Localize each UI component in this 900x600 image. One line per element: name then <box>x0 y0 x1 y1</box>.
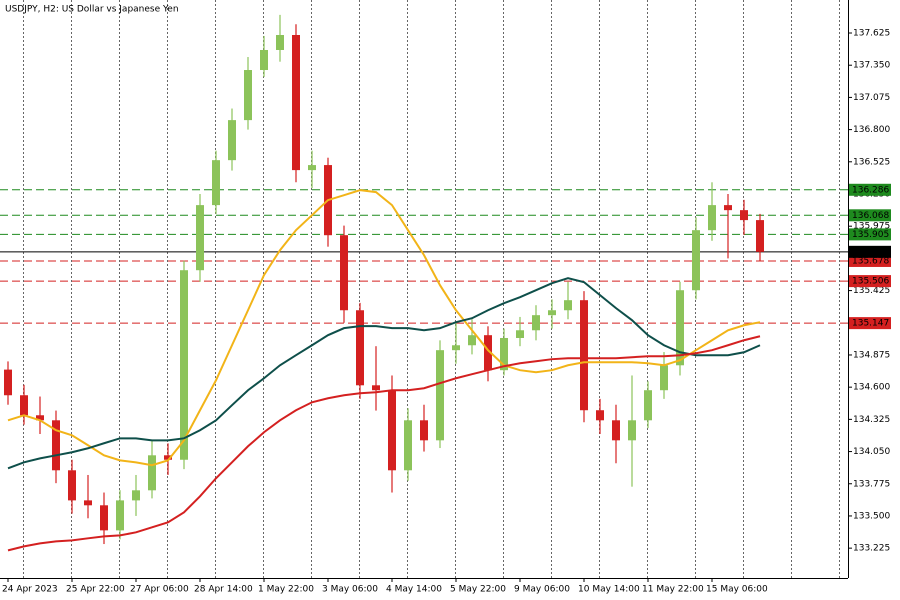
y-tick-label: 137.350 <box>853 61 890 71</box>
candle-body <box>564 300 572 311</box>
x-tick-label: 10 May 14:00 <box>578 585 640 595</box>
y-tick-label: 134.600 <box>853 383 890 393</box>
candle-body <box>644 390 652 421</box>
candle-body <box>52 420 60 471</box>
candle-body <box>244 70 252 121</box>
candle-body <box>500 337 508 371</box>
price-level-tag <box>849 183 891 196</box>
candle-body <box>292 35 300 171</box>
moving-average <box>7 277 761 470</box>
price-level-label: 135.678 <box>852 256 889 266</box>
candle-body <box>260 49 268 71</box>
x-tick-label: 15 May 06:00 <box>706 585 768 595</box>
x-tick-label: 28 Apr 14:00 <box>194 585 253 595</box>
candle-body <box>756 220 764 252</box>
x-tick-label: 11 May 22:00 <box>642 585 704 595</box>
candle-body <box>180 270 188 460</box>
x-tick-label: 25 Apr 22:00 <box>66 585 125 595</box>
candle-body <box>228 120 236 161</box>
candle-body <box>100 505 108 531</box>
x-tick-label: 3 May 06:00 <box>322 585 378 595</box>
candle-body <box>708 205 716 231</box>
candle-body <box>340 235 348 311</box>
price-level-label: 136.286 <box>852 185 889 195</box>
price-level-tag <box>849 275 891 288</box>
price-level-label: 136.068 <box>852 211 889 221</box>
candle-body <box>276 35 284 50</box>
candle-body <box>372 385 380 391</box>
price-level-tag <box>849 245 891 258</box>
candle-body <box>132 490 140 501</box>
candle-body <box>420 420 428 441</box>
candle-body <box>660 365 668 391</box>
candle-body <box>468 335 476 346</box>
candle-body <box>452 345 460 351</box>
price-level-label: 135.756 <box>852 247 889 257</box>
y-tick-label: 137.625 <box>853 29 890 39</box>
candle-body <box>388 390 396 471</box>
candle-body <box>612 420 620 441</box>
price-level-label: 135.506 <box>852 277 889 287</box>
candle-body <box>628 420 636 441</box>
candle-body <box>356 310 364 386</box>
candle-body <box>148 455 156 491</box>
candle-body <box>676 290 684 366</box>
y-tick-label: 135.975 <box>853 222 890 232</box>
candle-body <box>516 330 524 338</box>
candle-body <box>532 315 540 331</box>
candle-body <box>212 160 220 206</box>
price-level-tag <box>849 254 891 267</box>
candle-body <box>36 415 44 421</box>
y-tick-label: 135.425 <box>853 286 890 296</box>
y-tick-label: 136.525 <box>853 157 890 167</box>
chart-title: USDJPY, H2: US Dollar vs Japanese Yen <box>5 5 179 15</box>
x-tick-label: 5 May 22:00 <box>450 585 506 595</box>
candle-body <box>68 470 76 501</box>
y-tick-label: 134.325 <box>853 415 890 425</box>
candle-body <box>436 350 444 441</box>
x-tick-label: 1 May 22:00 <box>258 585 314 595</box>
x-tick-label: 9 May 06:00 <box>514 585 570 595</box>
candle-body <box>116 500 124 531</box>
candle-body <box>740 210 748 221</box>
price-level-tag <box>849 209 891 222</box>
price-level-label: 135.905 <box>852 230 889 240</box>
y-tick-label: 133.775 <box>853 479 890 489</box>
candle-body <box>196 205 204 271</box>
x-tick-label: 27 Apr 06:00 <box>130 585 189 595</box>
candle-body <box>84 500 92 506</box>
candle-body <box>308 165 316 171</box>
candle-body <box>548 310 556 316</box>
candle-body <box>596 410 604 421</box>
candle-body <box>580 300 588 411</box>
candle-body <box>724 205 732 211</box>
x-tick-label: 4 May 14:00 <box>386 585 442 595</box>
price-level-tag <box>849 228 891 241</box>
candle-body <box>20 395 28 416</box>
y-tick-label: 134.050 <box>853 447 890 457</box>
moving-average <box>7 335 761 552</box>
y-tick-label: 133.500 <box>853 511 890 521</box>
moving-average <box>7 189 761 467</box>
y-tick-label: 134.875 <box>853 350 890 360</box>
candle-body <box>404 420 412 471</box>
y-tick-label: 133.225 <box>853 544 890 554</box>
candle-body <box>164 455 172 460</box>
candle-body <box>692 230 700 291</box>
candle-body <box>484 335 492 371</box>
price-level-label: 135.147 <box>852 319 889 329</box>
x-tick-label: 24 Apr 2023 <box>2 585 58 595</box>
price-level-tag <box>849 317 891 330</box>
y-tick-label: 136.800 <box>853 125 890 135</box>
candle-body <box>4 369 12 396</box>
y-tick-label: 137.075 <box>853 93 890 103</box>
